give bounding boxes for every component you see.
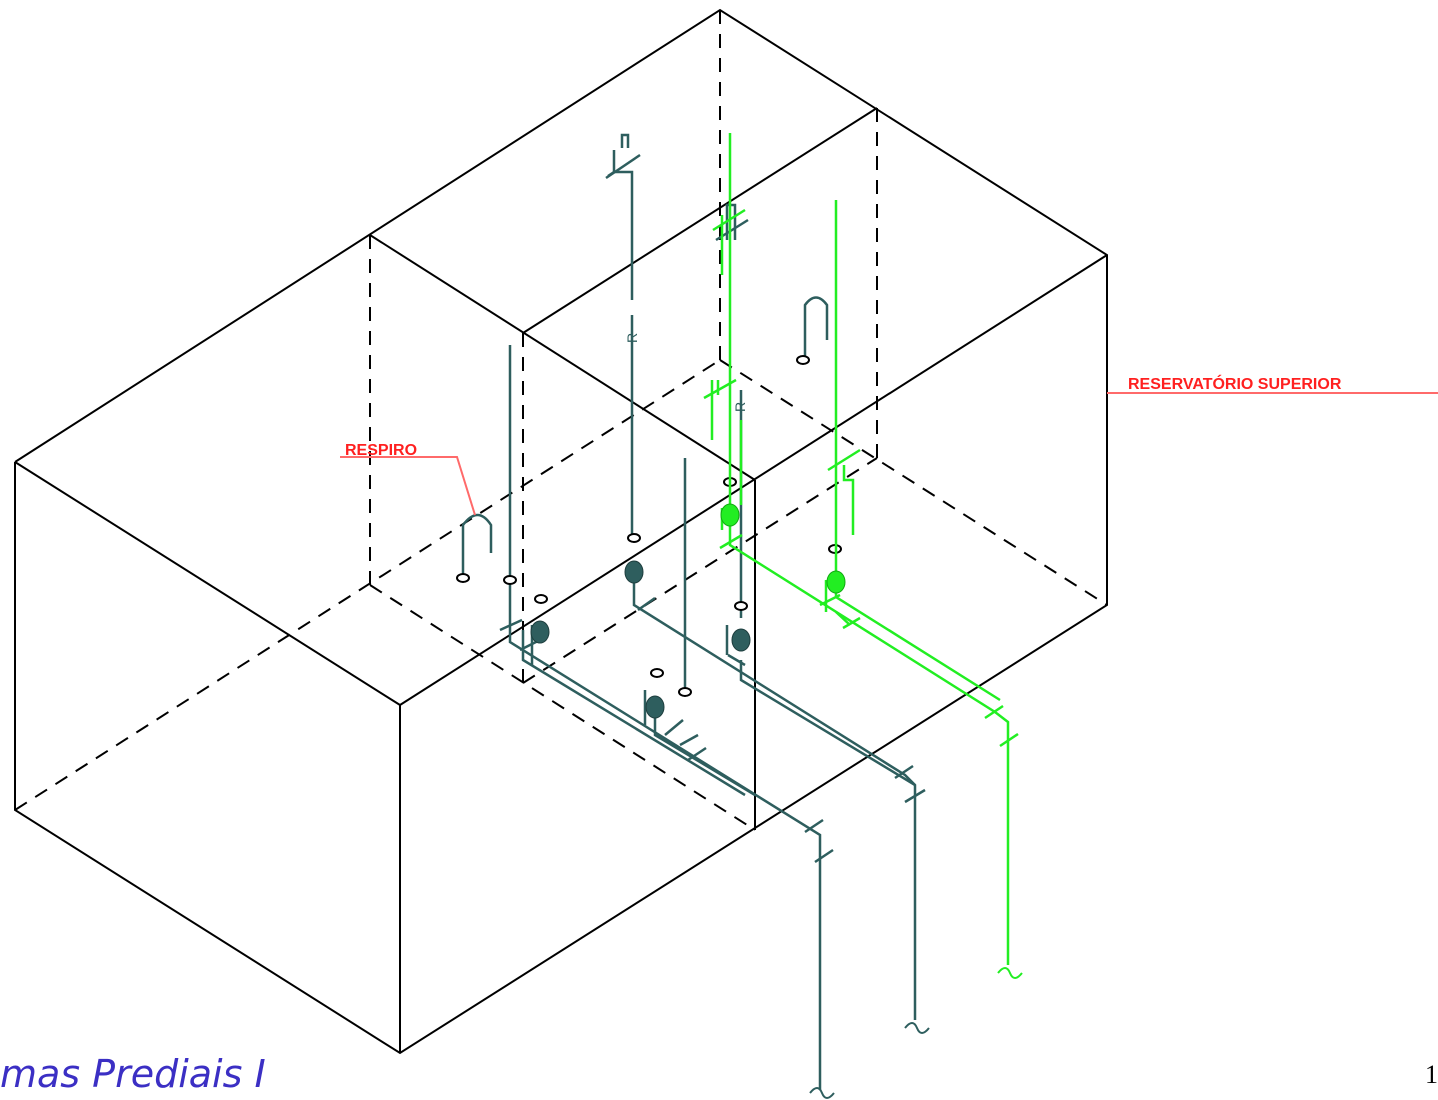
footer-course-title: mas Prediais I	[0, 1052, 266, 1096]
pipe-end-rings	[456, 355, 842, 697]
reservoir-box-edges	[14, 8, 1108, 1055]
gray-pipe-main-1	[632, 575, 917, 1020]
green-riser-1	[728, 133, 1010, 965]
label-reservatorio-superior: RESERVATÓRIO SUPERIOR	[1128, 374, 1342, 393]
valve-green-2	[826, 570, 846, 594]
respiro-vent-left	[461, 513, 493, 575]
valve-gray-4	[645, 695, 665, 719]
pipe-marker-r-2: R	[732, 402, 748, 412]
green-valves	[720, 503, 846, 594]
valve-gray-3	[731, 628, 751, 652]
valve-gray-2	[624, 560, 644, 584]
gray-pipes	[461, 133, 926, 1090]
gray-pipe-main-2	[508, 345, 822, 1090]
leader-lines	[340, 392, 1438, 516]
reservoir-hidden-edges	[14, 10, 1108, 831]
respiro-vent-right	[803, 296, 829, 358]
pipe-end-symbols	[809, 967, 1023, 1099]
label-respiro: RESPIRO	[345, 442, 417, 459]
valve-gray-1	[530, 620, 550, 644]
gray-valves	[530, 560, 751, 719]
green-pipes	[703, 133, 1019, 965]
pipe-marker-r-1: R	[624, 333, 640, 343]
green-riser-2	[834, 200, 1001, 702]
page-number: 1	[1425, 1060, 1438, 1089]
valve-green-1	[720, 503, 740, 527]
